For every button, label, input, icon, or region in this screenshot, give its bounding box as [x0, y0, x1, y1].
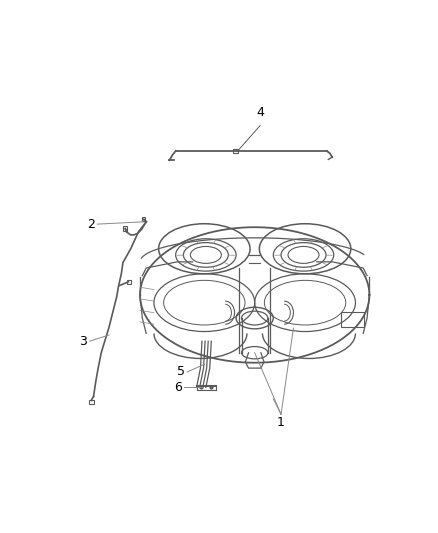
Bar [127, 280, 131, 284]
Text: 6: 6 [174, 381, 182, 394]
Bar [123, 227, 127, 231]
Text: 1: 1 [277, 416, 285, 429]
Text: 5: 5 [177, 366, 185, 378]
Text: 2: 2 [87, 217, 95, 231]
Text: 3: 3 [79, 335, 87, 348]
Bar [141, 217, 145, 221]
Text: 4: 4 [256, 107, 264, 119]
Bar [89, 400, 93, 403]
Bar [233, 149, 238, 154]
